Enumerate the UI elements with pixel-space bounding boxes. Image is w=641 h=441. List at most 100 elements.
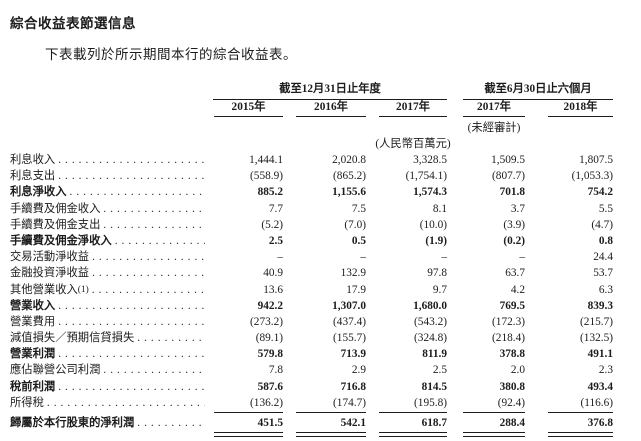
table-row: 手續費及佣金淨收入...............................… [10,233,613,249]
column-group-header-row: 截至12月31日止年度 截至6月30日止六個月 [10,82,613,100]
cell-value: 3,328.5 [413,154,447,166]
single-rule [463,412,525,413]
dot-leader: ........................................… [58,170,205,183]
table-row: 歸屬於本行股東的淨利潤.............................… [10,415,613,431]
table-row: 稅前利潤....................................… [10,379,613,395]
table-row: 金融投資淨收益.................................… [10,265,613,281]
row-label-cell: 利息淨收入...................................… [10,184,205,200]
cell-value: 376.8 [587,417,613,429]
cell-value: (1.9) [425,234,447,247]
dot-leader: ........................................… [92,267,205,280]
table-body: 利息收入....................................… [10,152,613,438]
cell-value: (92.4) [497,396,525,409]
row-label-cell: 手續費及佣金淨收入...............................… [10,233,205,249]
table-row: 手續費及佣金收入................................… [10,201,613,217]
year-header-cell: 2015年 [205,100,283,117]
table-row: 營業費用....................................… [10,314,613,330]
cell-value: 7.7 [268,202,283,215]
table-row: 利息收入....................................… [10,152,613,168]
rule-cell [283,411,366,415]
row-label-cell: 其他營業收入(1)...............................… [10,282,205,298]
rule-cell [525,411,613,415]
double-rule [463,432,525,438]
cell-value: 542.1 [340,417,366,429]
dot-leader: ........................................… [58,154,205,166]
cell-value: (543.2) [414,315,447,328]
rule-cell [447,411,525,415]
year-header-label: 2015年 [214,100,283,117]
row-label-cell: 金融投資淨收益.................................… [10,265,205,281]
table-row: 手續費及佣金支出................................… [10,217,613,233]
intro-text: 下表載列於所示期間本行的綜合收益表。 [45,47,297,62]
cell-value: 40.9 [263,267,283,280]
cell-value: (218.4) [492,332,525,345]
row-label: 其他營業收入 [10,283,78,296]
row-label-cell: 所得稅.....................................… [10,395,205,411]
single-rule [214,412,283,413]
cell-value: (1,754.1) [405,170,447,183]
row-label: 稅前利潤 [10,380,56,393]
dot-leader: ........................................… [58,348,205,361]
spacer-cell [10,100,205,117]
cell-value: 13.6 [263,283,283,296]
cell-value: (437.4) [333,315,366,328]
cell-value: (0.2) [503,234,525,247]
cell-value: 942.2 [257,299,283,312]
cell-value: 378.8 [499,348,525,361]
cell-value: 1,444.1 [249,154,283,166]
dot-leader: ........................................… [103,218,205,231]
cell-value: (132.5) [580,332,613,345]
row-label: 所得稅 [10,396,44,409]
cell-value: 2.5 [268,234,283,247]
cell-value: 493.4 [587,380,613,393]
cell-value: 1,807.5 [579,154,613,166]
cell-value: 2.3 [598,364,613,377]
year-header-cell: 2017年 [447,100,525,117]
rule-cell [366,431,447,438]
cell-value: 9.7 [432,283,447,296]
row-label: 利息支出 [10,170,56,183]
cell-value: 716.8 [340,380,366,393]
single-rule-row [10,411,613,415]
row-label-cell: 歸屬於本行股東的淨利潤.............................… [10,415,205,431]
cell-value: 754.2 [587,186,613,199]
cell-value: 7.5 [351,202,366,215]
cell-value: 24.4 [593,251,613,264]
year-header-cell: 2018年 [525,100,613,117]
cell-value: (172.3) [492,315,525,328]
spacer-cell [10,431,205,437]
dot-leader: ........................................… [137,417,205,429]
row-label-cell: 利息收入....................................… [10,152,205,168]
double-rule [379,432,447,438]
cell-value: 132.9 [340,267,366,280]
cell-value: (3.9) [503,218,525,231]
dot-leader: ........................................… [137,332,205,345]
dot-leader: ........................................… [69,186,206,199]
cell-value: (807.7) [492,170,525,183]
cell-value: 1,574.3 [413,186,447,199]
row-label: 歸屬於本行股東的淨利潤 [10,417,135,429]
cell-value: 3.7 [510,202,525,215]
year-header-label: 2017年 [463,100,525,117]
row-label: 手續費及佣金收入 [10,202,101,215]
cell-value: 288.4 [499,417,525,429]
cell-value: (7.0) [344,218,366,231]
cell-value: 0.5 [351,234,366,247]
row-label: 營業收入 [10,299,56,312]
interim-period-group-label: 截至6月30日止六個月 [463,82,613,100]
row-label-cell: 手續費及佣金收入................................… [10,201,205,217]
cell-value: 2.0 [510,364,525,377]
cell-value: (5.2) [261,218,283,231]
dot-leader: ........................................… [91,283,205,296]
dot-leader: ........................................… [58,315,205,328]
cell-value: 885.2 [257,186,283,199]
year-header-cell: 2016年 [283,100,366,117]
cell-value: (10.0) [419,218,447,231]
cell-value: (215.7) [580,315,613,328]
dot-leader: ........................................… [46,396,205,409]
cell-value: 491.1 [587,348,613,361]
currency-unit-note-cell: (人民幣百萬元) [366,136,450,152]
income-statement-table: 截至12月31日止年度 截至6月30日止六個月 2015年 2016年 2017年 2… [10,82,613,438]
cell-value: – [519,251,525,264]
cell-value: (136.2) [250,396,283,409]
